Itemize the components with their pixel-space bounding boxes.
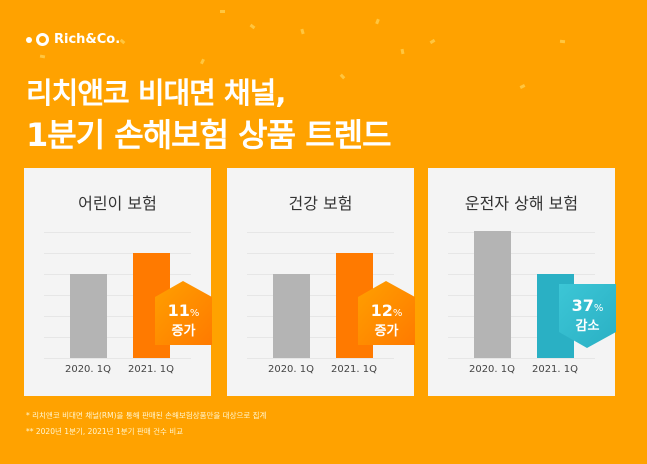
chart-card: 건강 보험 2020. 1Q 2021. 1Q 12% 증가 xyxy=(227,168,415,396)
gridline xyxy=(247,274,394,275)
gridline xyxy=(44,316,191,317)
confetti-decoration xyxy=(249,23,256,30)
confetti-decoration xyxy=(429,38,436,45)
confetti-decoration xyxy=(39,54,46,59)
footnote-1: * 리치앤코 비대면 채널(RM)을 통해 판매된 손해보험상품만을 대상으로 … xyxy=(26,411,267,420)
change-unit: % xyxy=(189,308,200,319)
gridline xyxy=(247,316,394,317)
chart-title: 어린이 보험 xyxy=(78,194,157,213)
title-line-1: 리치앤코 비대면 채널, xyxy=(26,76,286,110)
confetti-decoration xyxy=(519,84,526,89)
x-tick-label: 2021. 1Q xyxy=(531,364,579,375)
change-unit: % xyxy=(593,303,604,314)
change-value: 37 xyxy=(571,296,594,315)
change-label: 증가 xyxy=(171,324,196,339)
confetti-decoration xyxy=(400,48,405,55)
arrow-down-badge-icon xyxy=(559,284,616,348)
confetti-decoration xyxy=(220,10,225,13)
gridline xyxy=(44,358,191,359)
change-label: 감소 xyxy=(575,319,600,334)
confetti-decoration xyxy=(200,58,205,65)
gridline xyxy=(247,232,394,233)
gridline xyxy=(448,232,595,233)
bar xyxy=(70,274,107,358)
bar xyxy=(273,274,310,358)
gridline xyxy=(448,358,595,359)
x-tick-label: 2020. 1Q xyxy=(64,364,112,375)
arrow-up-badge-icon xyxy=(358,281,415,345)
gridline xyxy=(247,337,394,338)
chart-card: 어린이 보험 2020. 1Q 2021. 1Q 11% 증가 xyxy=(24,168,212,396)
chart-title: 건강 보험 xyxy=(288,194,353,213)
x-tick-label: 2021. 1Q xyxy=(330,364,378,375)
logo-ring-icon xyxy=(36,33,49,46)
arrow-up-badge-icon xyxy=(155,281,212,345)
chart-card: 운전자 상해 보험 2020. 1Q 2021. 1Q 37% 감소 xyxy=(428,168,616,396)
logo-dot-icon xyxy=(26,36,32,43)
gridline xyxy=(448,316,595,317)
change-value: 11 xyxy=(167,301,190,320)
gridline xyxy=(44,274,191,275)
x-tick-label: 2020. 1Q xyxy=(267,364,315,375)
change-badge: 37% 감소 xyxy=(559,284,616,348)
logo: Rich&Co. xyxy=(26,32,120,47)
title-line-2: 1분기 손해보험 상품 트렌드 xyxy=(26,116,392,154)
gridline xyxy=(44,337,191,338)
change-unit: % xyxy=(392,308,403,319)
gridline xyxy=(44,253,191,254)
confetti-decoration xyxy=(375,18,380,25)
confetti-decoration xyxy=(300,28,305,35)
gridline xyxy=(247,358,394,359)
confetti-decoration xyxy=(339,73,346,80)
logo-text: Rich&Co. xyxy=(54,32,121,47)
x-tick-label: 2020. 1Q xyxy=(468,364,516,375)
change-badge: 12% 증가 xyxy=(358,281,415,345)
gridline xyxy=(448,253,595,254)
gridline xyxy=(448,337,595,338)
change-label: 증가 xyxy=(374,324,399,339)
bar xyxy=(474,231,511,358)
gridline xyxy=(448,295,595,296)
x-tick-label: 2021. 1Q xyxy=(127,364,175,375)
gridline xyxy=(44,295,191,296)
gridline xyxy=(44,232,191,233)
confetti-decoration xyxy=(119,38,126,45)
gridline xyxy=(247,253,394,254)
change-badge: 11% 증가 xyxy=(155,281,212,345)
chart-title: 운전자 상해 보험 xyxy=(464,194,579,213)
change-value: 12 xyxy=(370,301,393,320)
gridline xyxy=(448,274,595,275)
confetti-decoration xyxy=(559,39,566,44)
footnote-2: ** 2020년 1분기, 2021년 1분기 판매 건수 비교 xyxy=(26,427,184,436)
gridline xyxy=(247,295,394,296)
